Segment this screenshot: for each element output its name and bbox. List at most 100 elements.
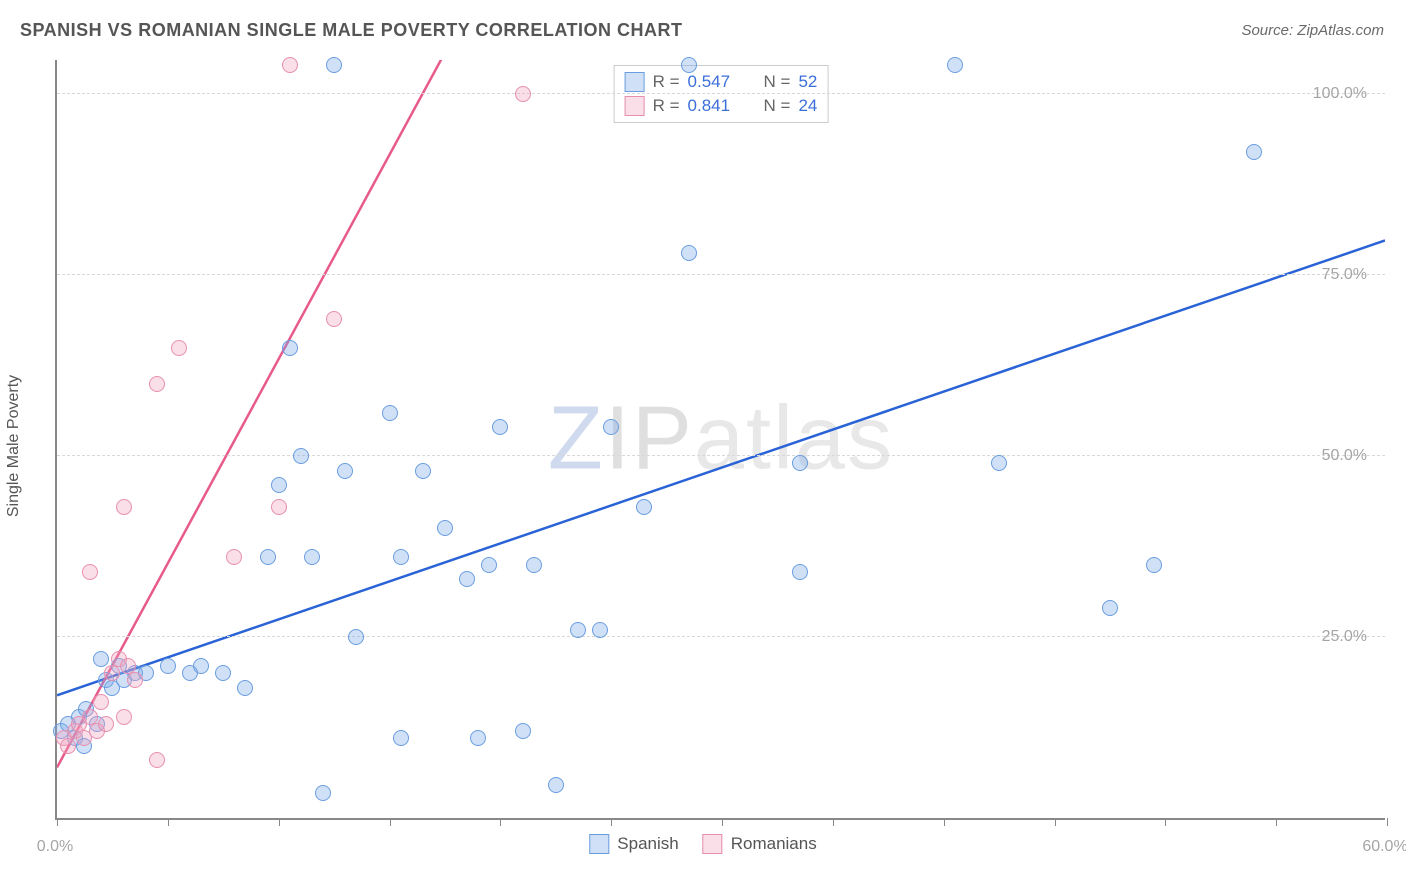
data-point [304,549,320,565]
data-point [127,672,143,688]
x-tick [833,818,834,826]
x-tick [611,818,612,826]
x-tick [944,818,945,826]
data-point [437,520,453,536]
data-point [171,340,187,356]
legend-r-value: 0.841 [688,96,744,116]
data-point [260,549,276,565]
legend-swatch [589,834,609,854]
y-tick-label: 75.0% [1322,266,1367,284]
data-point [337,463,353,479]
data-point [1246,144,1262,160]
data-point [104,665,120,681]
data-point [681,57,697,73]
data-point [515,86,531,102]
data-point [481,557,497,573]
legend-r-value: 0.547 [688,72,744,92]
y-tick-label: 100.0% [1313,85,1367,103]
legend-series-label: Romanians [731,834,817,854]
correlation-chart: SPANISH VS ROMANIAN SINGLE MALE POVERTY … [0,0,1406,892]
data-point [226,549,242,565]
data-point [93,651,109,667]
data-point [382,405,398,421]
data-point [116,499,132,515]
x-tick-label: 60.0% [1362,838,1406,856]
chart-title: SPANISH VS ROMANIAN SINGLE MALE POVERTY … [20,20,683,41]
data-point [681,245,697,261]
x-tick [500,818,501,826]
trend-lines [57,60,1385,818]
gridline [57,636,1385,637]
x-tick-label: 0.0% [37,838,73,856]
data-point [271,499,287,515]
data-point [415,463,431,479]
legend-series-item: Romanians [703,834,817,854]
data-point [526,557,542,573]
source-attribution: Source: ZipAtlas.com [1241,22,1384,39]
data-point [393,549,409,565]
data-point [282,57,298,73]
data-point [592,622,608,638]
data-point [636,499,652,515]
plot-area: ZIPatlas R =0.547N =52R =0.841N =24 25.0… [55,60,1385,820]
legend-stats-row: R =0.547N =52 [625,70,818,94]
y-axis-label: Single Male Poverty [5,375,23,517]
x-tick [1276,818,1277,826]
legend-r-label: R = [653,96,680,116]
data-point [98,716,114,732]
data-point [282,340,298,356]
data-point [548,777,564,793]
data-point [93,694,109,710]
data-point [991,455,1007,471]
data-point [215,665,231,681]
gridline [57,455,1385,456]
legend-swatch [625,96,645,116]
data-point [326,57,342,73]
data-point [293,448,309,464]
data-point [348,629,364,645]
data-point [947,57,963,73]
data-point [149,376,165,392]
x-tick [390,818,391,826]
y-tick-label: 50.0% [1322,447,1367,465]
gridline [57,274,1385,275]
data-point [603,419,619,435]
legend-stats-row: R = 0.841 N = 24 [625,94,818,118]
data-point [1102,600,1118,616]
legend-n-label: N = [764,96,791,116]
data-point [393,730,409,746]
legend-swatch [703,834,723,854]
x-tick [1055,818,1056,826]
x-tick [722,818,723,826]
data-point [570,622,586,638]
data-point [792,455,808,471]
x-tick [168,818,169,826]
data-point [193,658,209,674]
y-tick-label: 25.0% [1322,628,1367,646]
x-tick [1165,818,1166,826]
x-tick [57,818,58,826]
data-point [326,311,342,327]
legend-series-label: Spanish [617,834,678,854]
data-point [1146,557,1162,573]
data-point [515,723,531,739]
watermark: ZIPatlas [548,388,894,491]
legend-r-label: R = [653,72,680,92]
legend-swatch [625,72,645,92]
x-tick [279,818,280,826]
data-point [470,730,486,746]
data-point [459,571,475,587]
data-point [116,709,132,725]
data-point [792,564,808,580]
legend-n-value: 24 [798,96,817,116]
data-point [271,477,287,493]
data-point [82,564,98,580]
data-point [60,738,76,754]
gridline [57,93,1385,94]
legend-series: Spanish Romanians [589,834,816,854]
data-point [492,419,508,435]
data-point [160,658,176,674]
data-point [315,785,331,801]
trend-line [57,240,1385,695]
legend-series-item: Spanish [589,834,678,854]
